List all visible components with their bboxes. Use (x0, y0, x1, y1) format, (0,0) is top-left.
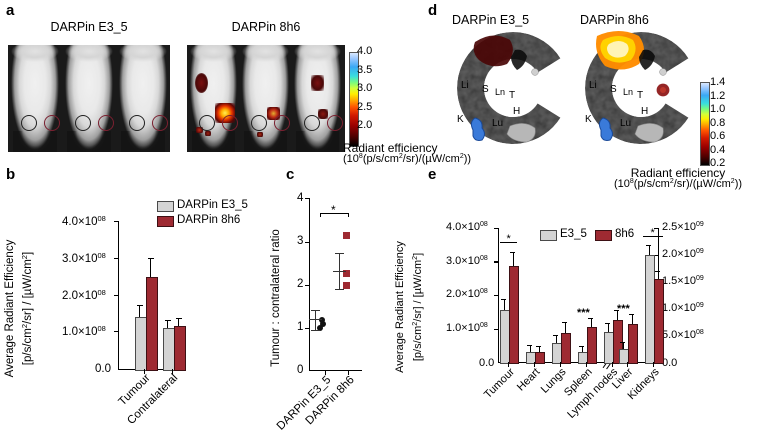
svg-text:Li: Li (461, 80, 469, 91)
svg-text:S: S (610, 84, 617, 95)
svg-text:T: T (509, 90, 515, 101)
svg-text:K: K (457, 114, 464, 125)
svg-text:Ln: Ln (623, 87, 633, 97)
svg-text:Li: Li (589, 80, 597, 91)
svg-text:Ln: Ln (495, 87, 505, 97)
svg-text:K: K (585, 114, 592, 125)
svg-text:Lu: Lu (620, 118, 631, 129)
svg-text:H: H (641, 106, 648, 117)
svg-text:T: T (637, 90, 643, 101)
svg-text:H: H (513, 106, 520, 117)
svg-text:S: S (482, 84, 489, 95)
svg-text:Lu: Lu (492, 118, 503, 129)
